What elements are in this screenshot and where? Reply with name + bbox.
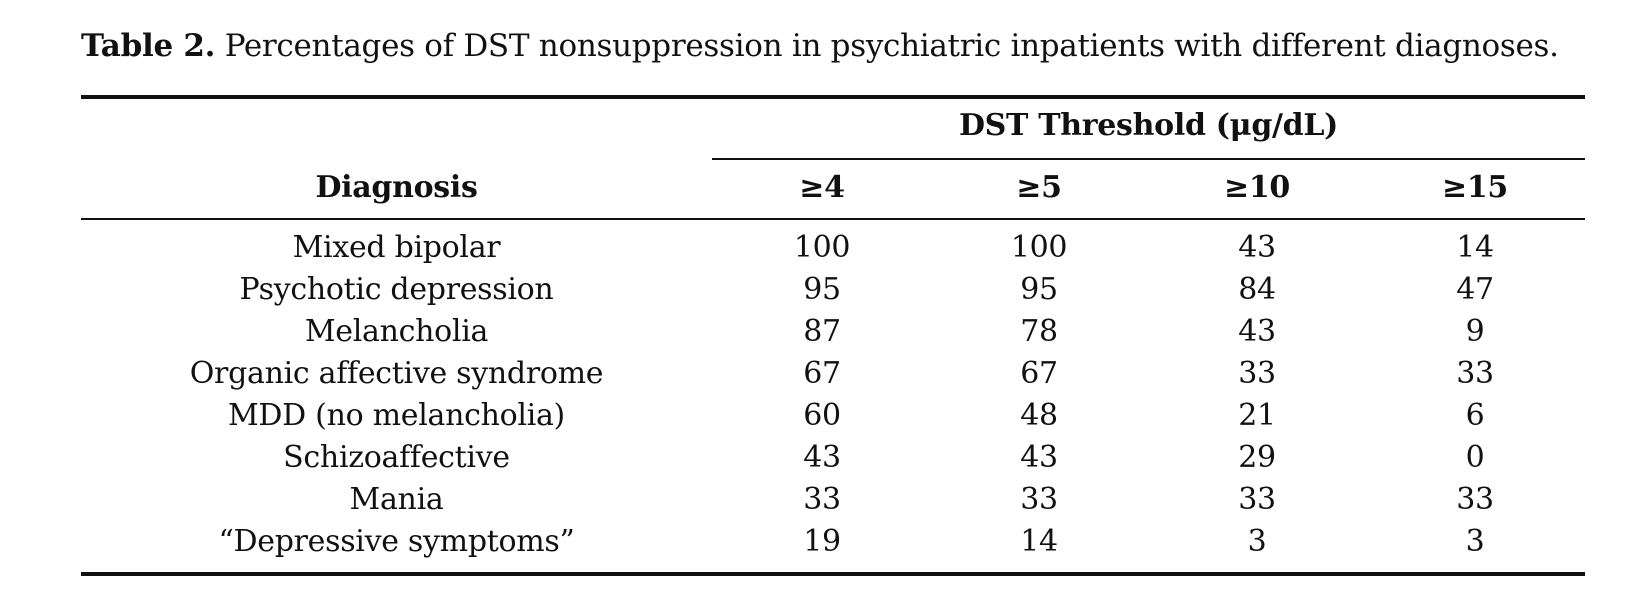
value-cell: 33 [1456, 482, 1494, 517]
value-cell: 33 [1456, 356, 1494, 391]
value-cell: 95 [1020, 272, 1058, 307]
value-cell: 48 [1020, 398, 1058, 433]
group-header-rule [712, 158, 1585, 160]
table-body: Mixed bipolar 100 100 43 14 Psychotic de… [81, 227, 1585, 563]
value-cell: 60 [803, 398, 841, 433]
threshold-column-header: ≥5 [1016, 170, 1062, 205]
diagnosis-column-header: Diagnosis [315, 170, 478, 205]
diagnosis-cell: Mania [349, 482, 444, 517]
value-cell: 33 [803, 482, 841, 517]
value-cell: 19 [803, 524, 841, 559]
value-cell: 6 [1465, 398, 1485, 433]
value-cell: 43 [1238, 230, 1276, 265]
table-row: “Depressive symptoms” 19 14 3 3 [81, 521, 1585, 563]
value-cell: 33 [1238, 482, 1276, 517]
value-cell: 47 [1456, 272, 1494, 307]
column-group-header: DST Threshold (μg/dL) [958, 108, 1339, 143]
table-top-rule [81, 95, 1585, 99]
caption-label: Table 2. [81, 28, 216, 64]
value-cell: 0 [1465, 440, 1485, 475]
table-row: Melancholia 87 78 43 9 [81, 311, 1585, 353]
value-cell: 29 [1238, 440, 1276, 475]
table-row: Organic affective syndrome 67 67 33 33 [81, 353, 1585, 395]
value-cell: 3 [1465, 524, 1485, 559]
table-bottom-rule [81, 572, 1585, 576]
value-cell: 78 [1020, 314, 1058, 349]
value-cell: 87 [803, 314, 841, 349]
value-cell: 3 [1247, 524, 1267, 559]
table-row: Psychotic depression 95 95 84 47 [81, 269, 1585, 311]
value-cell: 95 [803, 272, 841, 307]
threshold-column-header: ≥15 [1442, 170, 1508, 205]
value-cell: 9 [1465, 314, 1485, 349]
value-cell: 43 [1238, 314, 1276, 349]
table-row: Schizoaffective 43 43 29 0 [81, 437, 1585, 479]
table-row: Mixed bipolar 100 100 43 14 [81, 227, 1585, 269]
diagnosis-cell: Melancholia [304, 314, 489, 349]
table-row: Mania 33 33 33 33 [81, 479, 1585, 521]
value-cell: 67 [1020, 356, 1058, 391]
value-cell: 33 [1238, 356, 1276, 391]
value-cell: 43 [803, 440, 841, 475]
value-cell: 100 [793, 230, 851, 265]
value-cell: 21 [1238, 398, 1276, 433]
caption-text: Percentages of DST nonsuppression in psy… [224, 28, 1559, 64]
threshold-column-header: ≥4 [799, 170, 845, 205]
value-cell: 14 [1020, 524, 1058, 559]
value-cell: 100 [1010, 230, 1068, 265]
value-cell: 14 [1456, 230, 1494, 265]
diagnosis-cell: “Depressive symptoms” [218, 524, 575, 559]
value-cell: 43 [1020, 440, 1058, 475]
diagnosis-cell: Psychotic depression [239, 272, 554, 307]
value-cell: 67 [803, 356, 841, 391]
header-bottom-rule [81, 218, 1585, 220]
table-caption: Table 2. Percentages of DST nonsuppressi… [81, 24, 1559, 68]
value-cell: 84 [1238, 272, 1276, 307]
value-cell: 33 [1020, 482, 1058, 517]
diagnosis-cell: Mixed bipolar [292, 230, 501, 265]
diagnosis-cell: Schizoaffective [283, 440, 510, 475]
diagnosis-cell: Organic affective syndrome [189, 356, 604, 391]
table-row: MDD (no melancholia) 60 48 21 6 [81, 395, 1585, 437]
diagnosis-cell: MDD (no melancholia) [228, 398, 565, 433]
threshold-column-header: ≥10 [1224, 170, 1290, 205]
